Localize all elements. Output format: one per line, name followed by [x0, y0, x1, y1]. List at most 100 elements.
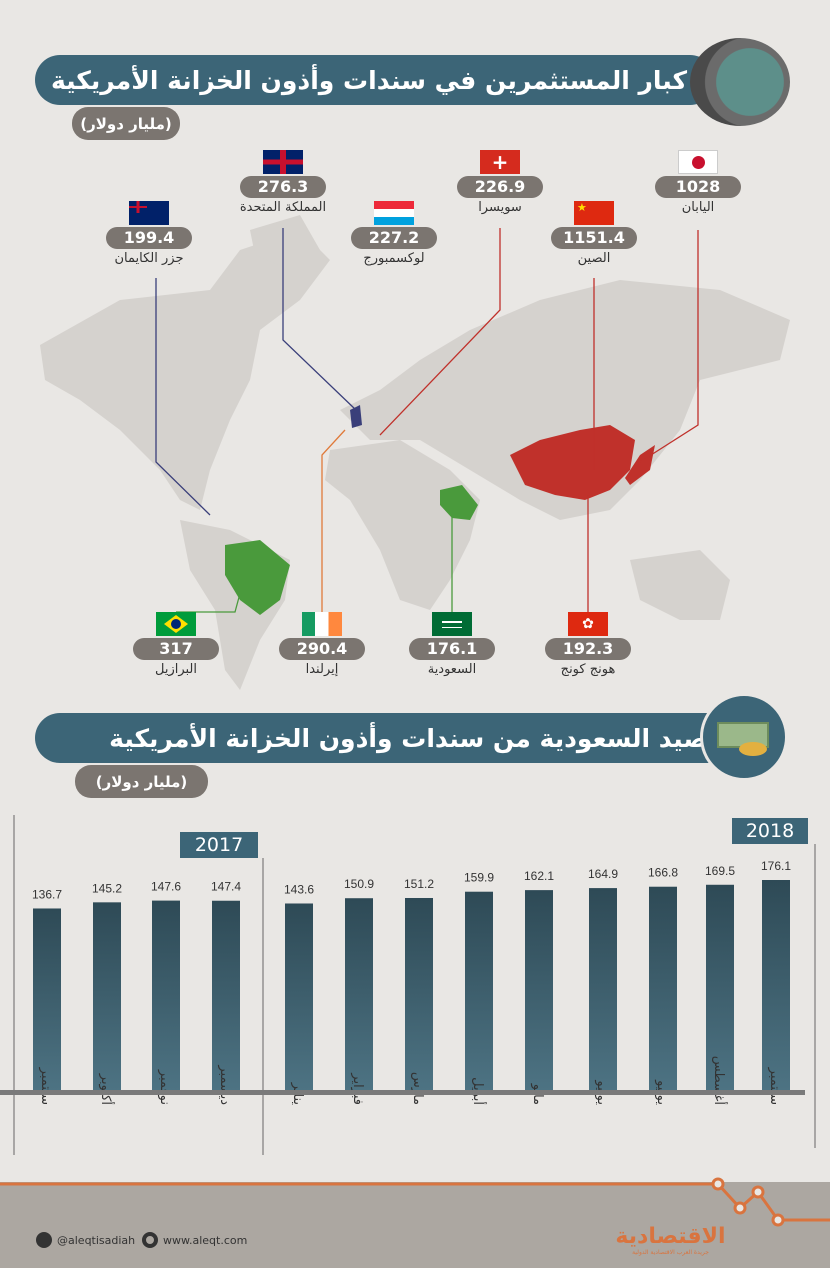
section2-title-text: رصيد السعودية من سندات وأذون الخزانة الأ…: [109, 723, 722, 753]
year-tab-2018: 2018: [732, 818, 808, 844]
bar-value-label: 147.6: [151, 880, 181, 894]
switzerland-flag-icon: +: [480, 150, 520, 174]
cayman-flag-icon: [129, 201, 169, 225]
country-value: 199.4: [106, 227, 192, 249]
bar: [706, 884, 734, 1090]
country-hongkong: ✿ 192.3 هونج كونج: [543, 612, 633, 677]
month-label: نوفمبر: [157, 1069, 172, 1105]
x-axis-baseline: [0, 1090, 805, 1095]
country-name: اليابان: [681, 200, 715, 215]
bar-value-label: 166.8: [648, 866, 678, 880]
continents: [40, 215, 790, 690]
bar-value-label: 147.4: [211, 880, 241, 894]
bar: [525, 890, 553, 1090]
country-name: جزر الكايمان: [114, 251, 184, 266]
country-cayman: 199.4 جزر الكايمان: [104, 201, 194, 266]
bar-value-label: 176.1: [761, 859, 791, 873]
bar: [589, 888, 617, 1090]
month-label: مارس: [410, 1072, 425, 1105]
uk-shape: [350, 405, 362, 428]
country-value: 290.4: [279, 638, 365, 660]
bar-value-label: 162.1: [524, 869, 554, 883]
twitter-handle: @aleqtisadiah: [57, 1233, 136, 1247]
country-value: 227.2: [351, 227, 437, 249]
month-label: فبراير: [350, 1072, 365, 1105]
saudi-flag-icon: [432, 612, 472, 636]
uk-flag-icon: [263, 150, 303, 174]
country-value: 1151.4: [551, 227, 637, 249]
world-map: [40, 215, 790, 690]
bar-value-label: 150.9: [344, 877, 374, 891]
bar: [465, 891, 493, 1090]
year-tab-2017: 2017: [180, 832, 258, 858]
brand-tagline: جريدة العرب الاقتصادية الدولية: [632, 1249, 709, 1256]
country-name: الصين: [577, 251, 611, 266]
country-value: 176.1: [409, 638, 495, 660]
country-value: 276.3: [240, 176, 326, 198]
country-saudi: 176.1 السعودية: [407, 612, 497, 677]
country-value: 192.3: [545, 638, 631, 660]
country-uk: 276.3 المملكة المتحدة: [238, 150, 328, 215]
hongkong-flag-icon: ✿: [568, 612, 608, 636]
country-name: سويسرا: [478, 200, 522, 215]
money-icon: [700, 693, 788, 781]
bar-value-label: 169.5: [705, 864, 735, 878]
country-name: لوكسمبورج: [363, 251, 425, 266]
bar: [93, 902, 121, 1090]
country-switzerland: + 226.9 سويسرا: [455, 150, 545, 215]
brand-name: الاقتصادية: [615, 1224, 726, 1249]
bar-value-label: 159.9: [464, 871, 494, 885]
country-japan: 1028 اليابان: [653, 150, 743, 215]
bar: [649, 886, 677, 1090]
brazil-shape: [225, 540, 290, 615]
bar: [405, 897, 433, 1090]
country-ireland: 290.4 إيرلندا: [277, 612, 367, 677]
bar: [152, 900, 180, 1090]
bar-value-label: 145.2: [92, 881, 122, 895]
country-name: هونج كونج: [560, 662, 616, 677]
bar-chart: 136.7 سبتمبر 145.2 أكتوبر 147.6 نوفمبر 147.4 دي…: [0, 815, 816, 1155]
month-label: ديسمبر: [217, 1064, 232, 1105]
twitter-icon: [36, 1232, 52, 1248]
country-brazil: 317 البرازيل: [131, 612, 221, 677]
month-label: أكتوبر: [98, 1073, 115, 1105]
bar: [762, 880, 790, 1090]
country-name: البرازيل: [154, 662, 198, 677]
website-link[interactable]: www.aleqt.com: [142, 1232, 247, 1248]
japan-shape: [625, 445, 655, 485]
country-name: السعودية: [427, 662, 477, 677]
luxembourg-flag-icon: [374, 201, 414, 225]
section1-title-text: كبار المستثمرين في سندات وأذون الخزانة ا…: [50, 65, 687, 95]
month-label: أغسطس: [711, 1056, 728, 1105]
section2-title: رصيد السعودية من سندات وأذون الخزانة الأ…: [35, 713, 750, 763]
country-value: 317: [133, 638, 219, 660]
japan-flag-icon: [678, 150, 718, 174]
country-value: 226.9: [457, 176, 543, 198]
section1-title: كبار المستثمرين في سندات وأذون الخزانة ا…: [35, 55, 715, 105]
brazil-flag-icon: [156, 612, 196, 636]
country-value: 1028: [655, 176, 741, 198]
bar: [285, 903, 313, 1090]
twitter-link[interactable]: @aleqtisadiah: [36, 1232, 135, 1248]
bar: [345, 898, 373, 1090]
china-flag-icon: ★: [574, 201, 614, 225]
month-label: سبتمبر: [767, 1067, 782, 1105]
country-luxembourg: 227.2 لوكسمبورج: [349, 201, 439, 266]
section1-unit: (مليار دولار): [72, 107, 180, 140]
footer-trend-line: [0, 1177, 830, 1227]
country-name: إيرلندا: [305, 662, 339, 677]
china-shape: [510, 425, 635, 500]
vault-icon: [690, 38, 790, 126]
section2-unit: (مليار دولار): [75, 765, 208, 798]
bar: [33, 908, 61, 1090]
bar-value-label: 164.9: [588, 867, 618, 881]
website-url: www.aleqt.com: [163, 1233, 248, 1247]
ireland-flag-icon: [302, 612, 342, 636]
bar-value-label: 136.7: [32, 887, 62, 901]
website-icon: [142, 1232, 158, 1248]
bar-value-label: 151.2: [404, 877, 434, 891]
saudi-shape: [440, 485, 478, 520]
bar-value-label: 143.6: [284, 882, 314, 896]
brand-logo: الاقتصادية جريدة العرب الاقتصادية الدولي…: [608, 1224, 733, 1257]
footer: [0, 1182, 830, 1268]
